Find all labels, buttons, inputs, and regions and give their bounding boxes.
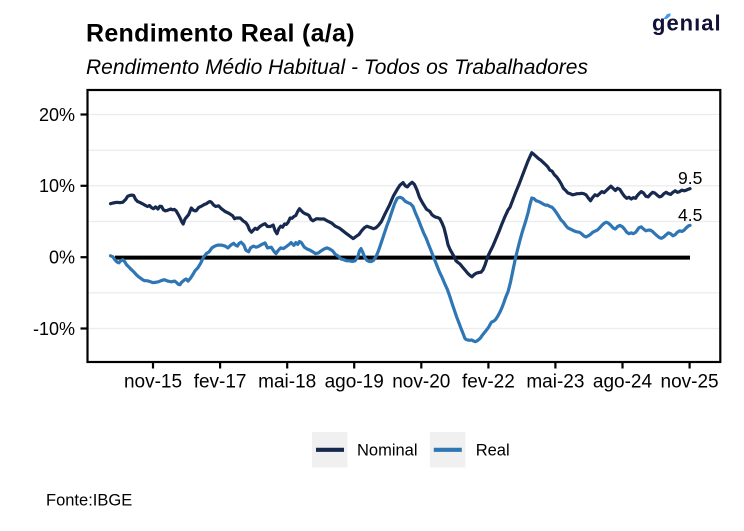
svg-text:20%: 20% [39, 105, 75, 125]
svg-text:ago-19: ago-19 [325, 372, 384, 393]
svg-text:10%: 10% [39, 176, 75, 196]
svg-text:0%: 0% [49, 248, 75, 268]
svg-text:mai-18: mai-18 [258, 372, 316, 393]
svg-text:Nominal: Nominal [357, 442, 418, 460]
svg-text:fev-17: fev-17 [194, 372, 247, 393]
svg-text:9.5: 9.5 [678, 168, 702, 188]
svg-text:nov-20: nov-20 [392, 372, 450, 393]
svg-text:Fonte:IBGE: Fonte:IBGE [46, 492, 132, 510]
svg-text:4.5: 4.5 [678, 205, 702, 225]
svg-text:-10%: -10% [33, 319, 75, 339]
svg-text:ago-24: ago-24 [593, 372, 653, 393]
svg-text:mai-23: mai-23 [526, 372, 584, 393]
svg-text:Rendimento Médio Habitual - To: Rendimento Médio Habitual - Todos os Tra… [86, 56, 588, 79]
svg-text:fev-22: fev-22 [462, 372, 515, 393]
svg-text:Real: Real [476, 442, 510, 460]
svg-text:genıal: genıal [652, 11, 722, 36]
svg-text:nov-25: nov-25 [661, 372, 719, 393]
svg-text:nov-15: nov-15 [124, 372, 182, 393]
svg-text:Rendimento Real (a/a): Rendimento Real (a/a) [86, 20, 355, 48]
